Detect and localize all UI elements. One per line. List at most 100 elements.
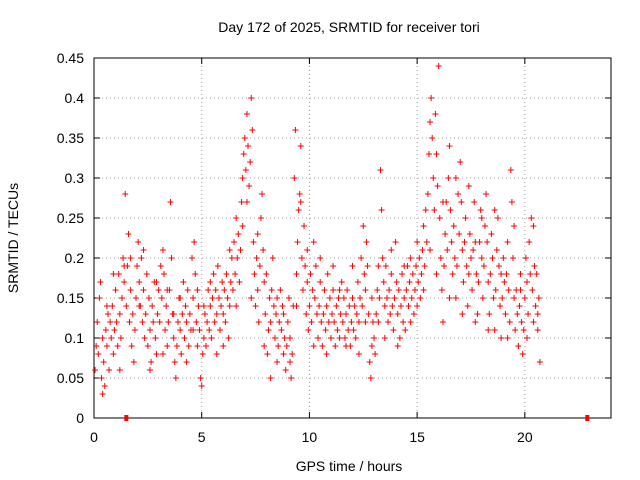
data-point [207, 303, 214, 309]
data-point [528, 215, 535, 221]
data-point [157, 263, 164, 269]
data-point [316, 303, 323, 309]
data-point [341, 335, 348, 341]
data-point [205, 287, 212, 293]
data-point [279, 303, 286, 309]
data-point [203, 343, 210, 349]
data-point [520, 327, 527, 333]
data-point [190, 295, 197, 301]
data-point [381, 335, 388, 341]
data-point [165, 319, 172, 325]
data-point [458, 199, 465, 205]
data-point [451, 255, 458, 261]
data-point [420, 287, 427, 293]
data-point [310, 343, 317, 349]
data-point [200, 335, 207, 341]
data-point [199, 351, 206, 357]
data-point [382, 263, 389, 269]
data-point [498, 335, 505, 341]
data-point [512, 327, 519, 333]
data-point [136, 303, 143, 309]
data-point [393, 279, 400, 285]
data-point [362, 287, 369, 293]
data-point [277, 287, 284, 293]
data-point [327, 335, 334, 341]
data-point [122, 191, 129, 197]
data-point [368, 343, 375, 349]
data-point [530, 223, 537, 229]
data-point [213, 311, 220, 317]
data-point [189, 255, 196, 261]
data-point [365, 311, 372, 317]
data-point [262, 311, 269, 317]
data-point [507, 167, 514, 173]
data-point [218, 303, 225, 309]
axis-ticks [93, 57, 611, 419]
data-point [172, 375, 179, 381]
data-point [525, 311, 532, 317]
zero-marker [585, 415, 590, 421]
data-point [237, 247, 244, 253]
data-point [147, 327, 154, 333]
data-point [130, 359, 137, 365]
data-point [411, 287, 418, 293]
data-point [103, 343, 110, 349]
data-point [340, 295, 347, 301]
data-point [307, 271, 314, 277]
data-point [317, 279, 324, 285]
data-point [245, 143, 252, 149]
data-point [284, 319, 291, 325]
data-point [413, 263, 420, 269]
data-point [198, 383, 205, 389]
data-point [492, 287, 499, 293]
data-point [293, 303, 300, 309]
data-point [261, 279, 268, 285]
data-point [485, 279, 492, 285]
data-point [526, 239, 533, 245]
data-point [280, 311, 287, 317]
data-point [441, 263, 448, 269]
data-point [428, 95, 435, 101]
data-point [401, 263, 408, 269]
data-point [403, 287, 410, 293]
data-point [435, 63, 442, 69]
data-point [442, 231, 449, 237]
data-point [433, 151, 440, 157]
data-point [532, 303, 539, 309]
data-point [161, 271, 168, 277]
data-point [332, 343, 339, 349]
data-point [297, 199, 304, 205]
data-point [396, 335, 403, 341]
data-point [400, 319, 407, 325]
data-point [194, 287, 201, 293]
data-point [196, 327, 203, 333]
data-point [349, 295, 356, 301]
data-point [105, 311, 112, 317]
data-point [350, 327, 357, 333]
data-point [270, 303, 277, 309]
data-point [380, 279, 387, 285]
data-point [508, 199, 515, 205]
data-point [427, 119, 434, 125]
data-point [390, 327, 397, 333]
data-point [308, 319, 315, 325]
data-point [211, 319, 218, 325]
data-point [156, 319, 163, 325]
data-point [116, 311, 123, 317]
data-point [410, 311, 417, 317]
data-point [139, 319, 146, 325]
data-point [225, 335, 232, 341]
data-point [470, 247, 477, 253]
data-point [374, 287, 381, 293]
data-point [144, 343, 151, 349]
data-point [255, 319, 262, 325]
data-point [283, 343, 290, 349]
x-tick-label: 20 [517, 429, 533, 445]
data-point [420, 223, 427, 229]
data-point [295, 207, 302, 213]
data-point [239, 223, 246, 229]
data-point [422, 207, 429, 213]
data-point [353, 311, 360, 317]
data-point [355, 319, 362, 325]
